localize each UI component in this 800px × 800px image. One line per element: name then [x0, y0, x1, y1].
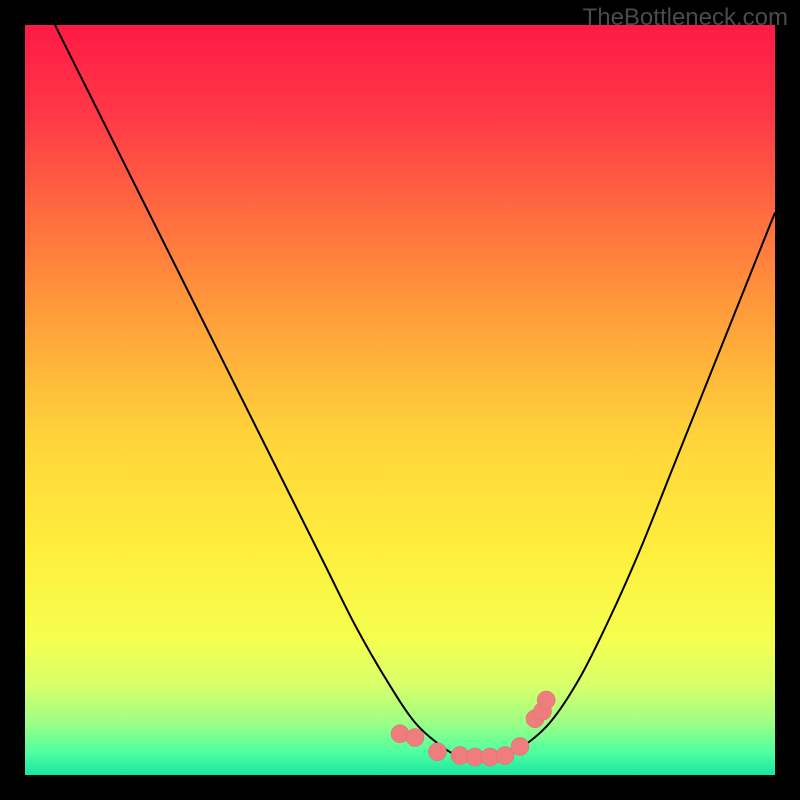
data-marker — [511, 738, 529, 756]
data-marker — [537, 691, 555, 709]
data-marker — [406, 729, 424, 747]
bottleneck-chart — [0, 0, 800, 800]
chart-stage: TheBottleneck.com — [0, 0, 800, 800]
watermark-text: TheBottleneck.com — [583, 4, 788, 32]
plot-background — [25, 25, 775, 775]
data-marker — [429, 743, 447, 761]
